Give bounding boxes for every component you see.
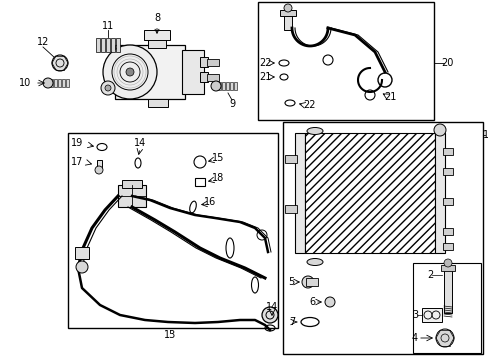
- Bar: [111, 38, 115, 52]
- Bar: [442, 243, 452, 250]
- Bar: [440, 265, 454, 271]
- Bar: [58, 79, 61, 87]
- Circle shape: [302, 276, 313, 288]
- Text: 10: 10: [19, 78, 31, 88]
- Text: 15: 15: [211, 153, 224, 163]
- Text: 16: 16: [203, 197, 216, 207]
- Bar: [116, 38, 120, 52]
- Text: 22: 22: [303, 100, 316, 110]
- Bar: [66, 79, 69, 87]
- Bar: [122, 180, 142, 188]
- Bar: [234, 82, 237, 90]
- Bar: [442, 198, 452, 205]
- Bar: [283, 122, 482, 354]
- Circle shape: [262, 307, 278, 323]
- Bar: [50, 79, 53, 87]
- Bar: [206, 59, 219, 66]
- Bar: [75, 247, 89, 259]
- Bar: [421, 308, 441, 322]
- Bar: [101, 38, 105, 52]
- Bar: [294, 133, 305, 253]
- Bar: [442, 228, 452, 235]
- Circle shape: [101, 81, 115, 95]
- Bar: [195, 178, 204, 186]
- Text: 20: 20: [440, 58, 452, 68]
- Text: 21: 21: [258, 72, 271, 82]
- Text: 14: 14: [134, 138, 146, 148]
- Bar: [97, 160, 102, 170]
- Circle shape: [210, 81, 221, 91]
- Bar: [218, 82, 221, 90]
- Text: 3: 3: [411, 310, 417, 320]
- Circle shape: [52, 55, 68, 71]
- Circle shape: [103, 45, 157, 99]
- Text: 4: 4: [411, 333, 417, 343]
- Bar: [206, 74, 219, 81]
- Bar: [115, 45, 184, 99]
- Bar: [284, 10, 291, 30]
- Text: 22: 22: [258, 58, 271, 68]
- Text: 2: 2: [426, 270, 432, 280]
- Text: 17: 17: [71, 157, 83, 167]
- Bar: [285, 155, 296, 163]
- Text: 7: 7: [288, 317, 295, 327]
- Bar: [280, 10, 295, 16]
- Ellipse shape: [306, 258, 323, 266]
- Text: 12: 12: [37, 37, 49, 47]
- Bar: [148, 99, 168, 107]
- Bar: [434, 133, 444, 253]
- Bar: [412, 263, 480, 353]
- Circle shape: [126, 68, 134, 76]
- Bar: [68, 133, 278, 328]
- Circle shape: [284, 4, 291, 12]
- Circle shape: [443, 259, 451, 267]
- Circle shape: [76, 261, 88, 273]
- Bar: [305, 133, 434, 253]
- Bar: [143, 30, 170, 40]
- Bar: [443, 268, 451, 313]
- Bar: [148, 38, 165, 48]
- Text: 18: 18: [211, 173, 224, 183]
- Text: 11: 11: [102, 21, 114, 31]
- Bar: [200, 57, 207, 67]
- Bar: [222, 82, 224, 90]
- Circle shape: [95, 166, 103, 174]
- Text: 14: 14: [265, 302, 278, 312]
- Bar: [118, 185, 146, 207]
- Text: 19: 19: [71, 138, 83, 148]
- Text: 1: 1: [482, 130, 488, 140]
- Circle shape: [325, 297, 334, 307]
- Bar: [96, 38, 100, 52]
- Bar: [182, 50, 203, 94]
- Text: 6: 6: [308, 297, 314, 307]
- Bar: [442, 148, 452, 155]
- Bar: [200, 72, 207, 82]
- Text: 9: 9: [228, 99, 235, 109]
- Bar: [62, 79, 65, 87]
- Bar: [305, 278, 317, 286]
- Bar: [442, 168, 452, 175]
- Text: 5: 5: [287, 277, 293, 287]
- Circle shape: [435, 329, 453, 347]
- Bar: [258, 2, 433, 120]
- Bar: [225, 82, 228, 90]
- Bar: [285, 205, 296, 213]
- Ellipse shape: [306, 127, 323, 135]
- Bar: [106, 38, 110, 52]
- Circle shape: [433, 124, 445, 136]
- Text: 13: 13: [163, 330, 176, 340]
- Bar: [229, 82, 232, 90]
- Bar: [54, 79, 57, 87]
- Text: 21: 21: [383, 92, 395, 102]
- Circle shape: [43, 78, 53, 88]
- Circle shape: [105, 85, 111, 91]
- Text: 8: 8: [154, 13, 160, 33]
